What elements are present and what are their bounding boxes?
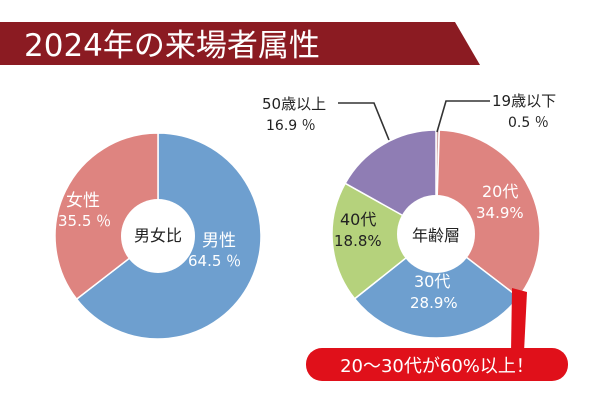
age-30s-value-label: 28.9% [410, 294, 458, 312]
gender-donut-chart [54, 132, 262, 340]
banner-background [0, 22, 480, 65]
age-center-label: 年齢層 [412, 226, 460, 245]
age-donut-chart [331, 129, 541, 339]
age-50plus-value-label: 16.9 ％ [266, 118, 316, 134]
age-19under-label: 19歳以下 [492, 92, 556, 110]
age-center-hole [397, 195, 475, 273]
male-label: 男性 [202, 231, 236, 251]
age-slice-2 [353, 233, 520, 339]
male-value-label: 64.5 ％ [188, 252, 241, 270]
age-20s-label: 20代 [482, 182, 518, 201]
gender-labels: 男女比 男性 64.5 ％ 女性 35.5 ％ [58, 191, 241, 270]
callout-box [306, 348, 568, 381]
gender-center-hole [121, 199, 195, 273]
age-slice-1 [435, 129, 541, 299]
header-banner: 2024年の来場者属性 [0, 22, 480, 65]
gender-slice-1 [54, 132, 159, 301]
age-50plus-label: 50歳以上 [262, 95, 326, 113]
age-slice-3 [331, 182, 438, 300]
age-30s-label: 30代 [414, 272, 450, 291]
female-value-label: 35.5 ％ [58, 212, 111, 230]
age-19under-leader-line [436, 100, 490, 133]
age-20s-value-label: 34.9% [476, 204, 524, 222]
gender-center-label: 男女比 [134, 226, 182, 245]
age-19under-value-label: 0.5 ％ [508, 115, 549, 131]
age-labels: 年齢層 20代 34.9% 30代 28.9% 40代 18.8% 50歳以上 … [262, 92, 556, 312]
age-40s-value-label: 18.8% [334, 232, 382, 250]
callout-text: 20〜30代が60%以上！ [340, 356, 534, 377]
female-label: 女性 [66, 191, 100, 211]
age-40s-label: 40代 [340, 210, 376, 229]
callout-pointer [511, 288, 527, 352]
age-50plus-leader-line [338, 102, 390, 141]
page-title: 2024年の来場者属性 [24, 28, 320, 64]
callout-group: 20〜30代が60%以上！ [306, 288, 568, 381]
